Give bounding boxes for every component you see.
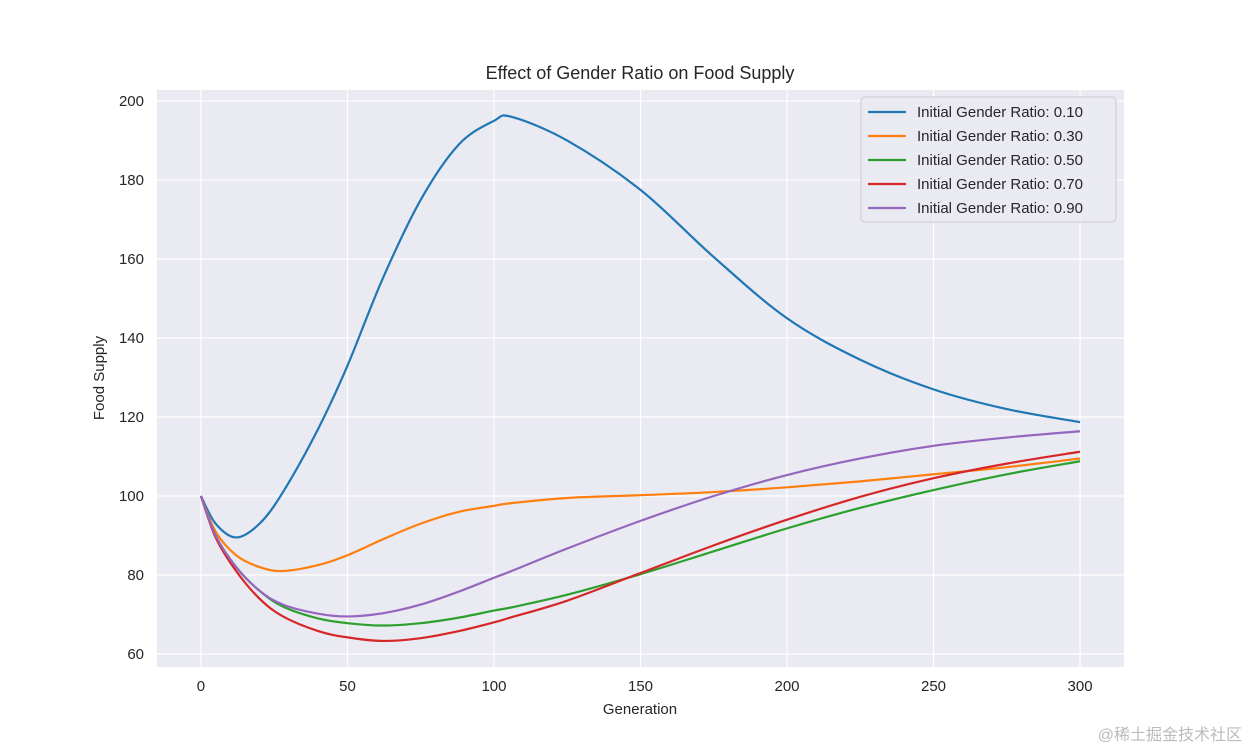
y-axis-label: Food Supply [91,335,108,420]
x-axis-label: Generation [603,701,677,718]
y-tick-label: 180 [119,172,144,189]
series-line-4 [199,430,1081,618]
legend: Initial Gender Ratio: 0.10 Initial Gender… [860,96,1117,223]
y-tick-label: 60 [127,646,144,663]
series-line-1 [199,457,1081,573]
chart-title: Effect of Gender Ratio on Food Supply [486,63,795,83]
x-tick-label: 200 [774,678,799,695]
x-tick-label: 150 [628,678,653,695]
legend-entry: Initial Gender Ratio: 0.10 [917,104,1083,121]
legend-entry: Initial Gender Ratio: 0.70 [917,176,1083,193]
series-line-0 [199,114,1081,539]
y-tick-label: 200 [119,93,144,110]
legend-entry: Initial Gender Ratio: 0.50 [917,152,1083,169]
y-tick-label: 120 [119,409,144,426]
x-tick-label: 0 [197,678,205,695]
x-tick-label: 250 [921,678,946,695]
legend-entry: Initial Gender Ratio: 0.30 [917,128,1083,145]
legend-box [860,96,1117,223]
x-tick-label: 300 [1068,678,1093,695]
y-tick-label: 80 [127,567,144,584]
y-tick-label: 140 [119,330,144,347]
watermark: @稀土掘金技术社区 [1098,726,1242,744]
series-line-3 [199,450,1081,643]
x-tick-label: 100 [481,678,506,695]
legend-entry: Initial Gender Ratio: 0.90 [917,200,1083,217]
x-tick-label: 50 [339,678,356,695]
y-tick-label: 100 [119,488,144,505]
y-tick-label: 160 [119,251,144,268]
